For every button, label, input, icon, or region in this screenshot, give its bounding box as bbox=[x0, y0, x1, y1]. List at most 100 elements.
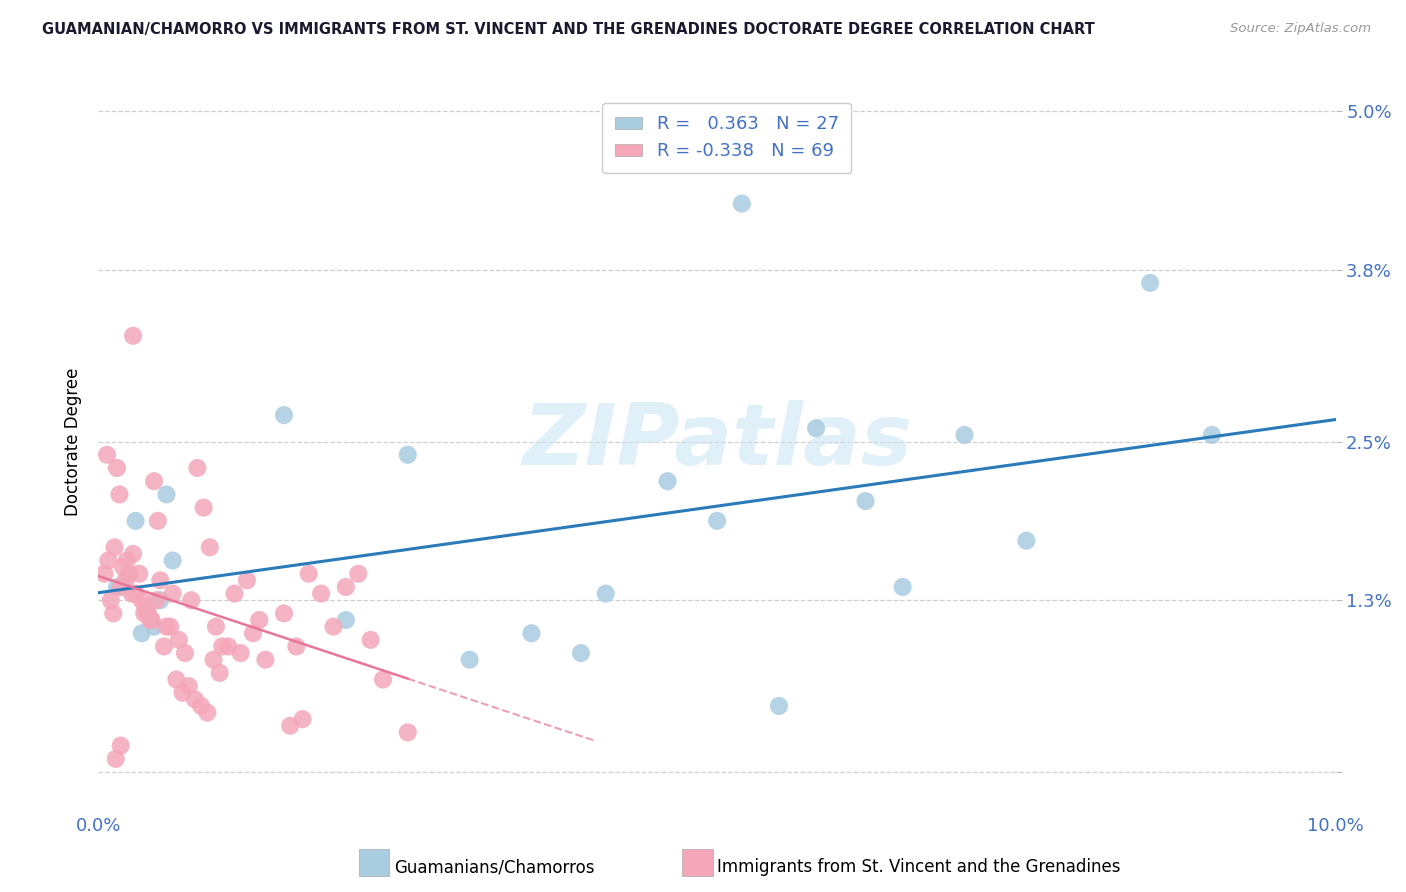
Point bbox=[396, 725, 419, 739]
Point bbox=[108, 487, 131, 501]
Point bbox=[97, 553, 120, 567]
Point bbox=[149, 593, 172, 607]
Point bbox=[122, 547, 145, 561]
Point bbox=[124, 586, 146, 600]
Point bbox=[1201, 428, 1223, 442]
Point bbox=[153, 640, 176, 654]
Point bbox=[93, 566, 115, 581]
Point bbox=[254, 653, 277, 667]
Point bbox=[115, 553, 138, 567]
Point bbox=[309, 586, 332, 600]
Point bbox=[162, 586, 184, 600]
Point bbox=[105, 461, 128, 475]
Point bbox=[855, 494, 877, 508]
Point bbox=[520, 626, 543, 640]
Point bbox=[371, 673, 394, 687]
Point bbox=[145, 593, 167, 607]
Point bbox=[167, 632, 190, 647]
Point bbox=[174, 646, 197, 660]
Point bbox=[155, 487, 177, 501]
Point bbox=[193, 500, 215, 515]
Point bbox=[165, 673, 187, 687]
Point bbox=[155, 619, 177, 633]
Point bbox=[953, 428, 976, 442]
Point bbox=[114, 574, 136, 588]
Point bbox=[143, 474, 166, 488]
Legend: R =   0.363   N = 27, R = -0.338   N = 69: R = 0.363 N = 27, R = -0.338 N = 69 bbox=[602, 103, 851, 173]
Point bbox=[278, 719, 301, 733]
Point bbox=[224, 586, 246, 600]
Point bbox=[124, 514, 146, 528]
Point bbox=[768, 698, 790, 713]
Point bbox=[180, 593, 202, 607]
Point bbox=[177, 679, 200, 693]
Point bbox=[347, 566, 370, 581]
Point bbox=[657, 474, 679, 488]
Point bbox=[122, 328, 145, 343]
Point bbox=[110, 739, 132, 753]
Point bbox=[136, 607, 159, 621]
Point bbox=[360, 632, 382, 647]
Point bbox=[96, 448, 118, 462]
Text: Immigrants from St. Vincent and the Grenadines: Immigrants from St. Vincent and the Gren… bbox=[717, 858, 1121, 876]
Point bbox=[149, 574, 172, 588]
Point bbox=[121, 586, 143, 600]
Point bbox=[595, 586, 617, 600]
Point bbox=[186, 461, 208, 475]
Point bbox=[236, 574, 259, 588]
Point bbox=[131, 593, 153, 607]
Point bbox=[103, 607, 125, 621]
Point bbox=[190, 698, 212, 713]
Point bbox=[195, 706, 218, 720]
Y-axis label: Doctorate Degree: Doctorate Degree bbox=[65, 368, 83, 516]
Text: ZIPatlas: ZIPatlas bbox=[522, 400, 912, 483]
Point bbox=[322, 619, 344, 633]
Point bbox=[134, 599, 156, 614]
Point bbox=[128, 566, 150, 581]
Point bbox=[134, 607, 156, 621]
Point bbox=[184, 692, 207, 706]
Point bbox=[273, 408, 295, 422]
Point bbox=[229, 646, 252, 660]
Point bbox=[1139, 276, 1161, 290]
Point bbox=[247, 613, 270, 627]
Point bbox=[205, 619, 228, 633]
Point bbox=[891, 580, 914, 594]
Point bbox=[202, 653, 225, 667]
Point bbox=[103, 541, 125, 555]
Point bbox=[105, 580, 128, 594]
Point bbox=[242, 626, 264, 640]
Point bbox=[335, 613, 357, 627]
Point bbox=[217, 640, 239, 654]
Text: GUAMANIAN/CHAMORRO VS IMMIGRANTS FROM ST. VINCENT AND THE GRENADINES DOCTORATE D: GUAMANIAN/CHAMORRO VS IMMIGRANTS FROM ST… bbox=[42, 22, 1095, 37]
Point bbox=[731, 196, 754, 211]
Point bbox=[131, 626, 153, 640]
Point bbox=[143, 619, 166, 633]
Point bbox=[118, 566, 141, 581]
Point bbox=[335, 580, 357, 594]
Point bbox=[298, 566, 321, 581]
Point bbox=[159, 619, 181, 633]
Point bbox=[141, 613, 163, 627]
Point bbox=[1015, 533, 1038, 548]
Point bbox=[208, 665, 231, 680]
Point bbox=[139, 613, 162, 627]
Point bbox=[396, 448, 419, 462]
Point bbox=[118, 566, 141, 581]
Point bbox=[569, 646, 592, 660]
Point bbox=[146, 514, 169, 528]
Point bbox=[162, 553, 184, 567]
Point bbox=[273, 607, 295, 621]
Point bbox=[198, 541, 221, 555]
Point bbox=[285, 640, 308, 654]
Point bbox=[110, 580, 132, 594]
Point bbox=[291, 712, 314, 726]
Point bbox=[458, 653, 481, 667]
Point bbox=[211, 640, 233, 654]
Text: Guamanians/Chamorros: Guamanians/Chamorros bbox=[394, 858, 595, 876]
Point bbox=[112, 560, 135, 574]
Point bbox=[104, 752, 127, 766]
Point bbox=[706, 514, 728, 528]
Point bbox=[172, 686, 194, 700]
Point bbox=[804, 421, 827, 435]
